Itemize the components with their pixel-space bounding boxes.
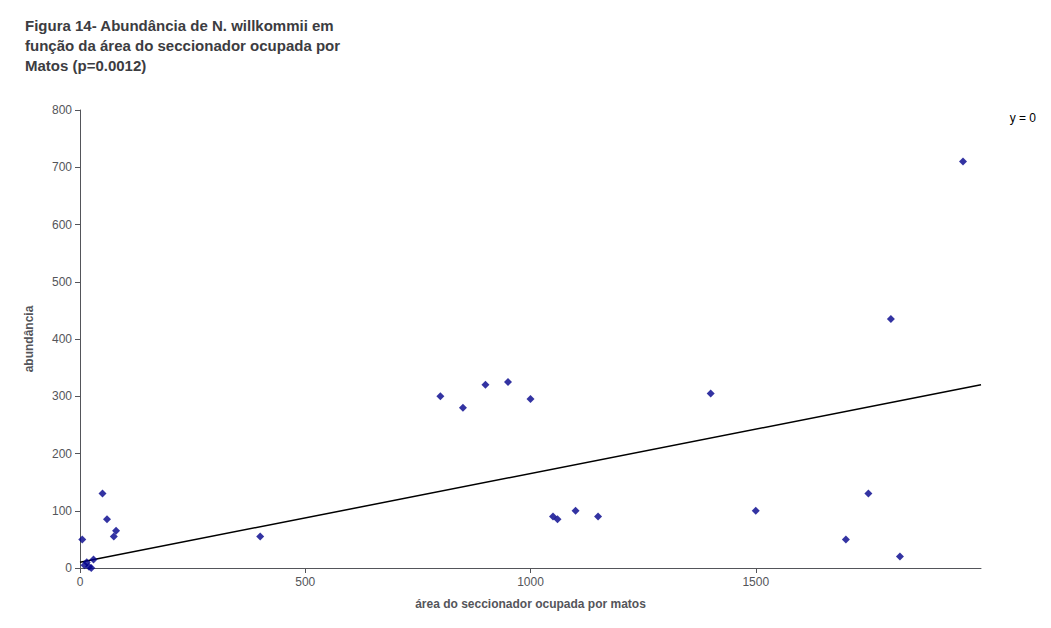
svg-text:600: 600 [52, 218, 72, 232]
svg-text:abundância: abundância [22, 305, 36, 372]
svg-text:1000: 1000 [517, 575, 544, 589]
svg-text:200: 200 [52, 447, 72, 461]
svg-text:1500: 1500 [742, 575, 769, 589]
svg-text:700: 700 [52, 160, 72, 174]
svg-text:800: 800 [52, 103, 72, 117]
svg-text:500: 500 [52, 275, 72, 289]
svg-text:0: 0 [65, 561, 72, 575]
svg-text:Matos (p=0.0012): Matos (p=0.0012) [25, 57, 146, 74]
svg-text:500: 500 [295, 575, 315, 589]
svg-text:área do seccionador ocupada po: área do seccionador ocupada por matos [415, 597, 646, 611]
svg-text:300: 300 [52, 389, 72, 403]
svg-text:Figura 14- Abundância de N. wi: Figura 14- Abundância de N. willkommii e… [25, 17, 334, 34]
svg-text:400: 400 [52, 332, 72, 346]
svg-text:0: 0 [77, 575, 84, 589]
svg-text:função da área do seccionador: função da área do seccionador ocupada po… [25, 37, 340, 54]
svg-text:100: 100 [52, 504, 72, 518]
svg-text:y = 0: y = 0 [1010, 111, 1037, 125]
